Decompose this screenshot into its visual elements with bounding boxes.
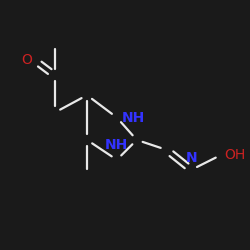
Text: OH: OH — [224, 148, 245, 162]
Text: NH: NH — [105, 138, 128, 152]
Text: O: O — [22, 53, 32, 67]
Text: N: N — [186, 151, 197, 165]
Text: NH: NH — [122, 110, 145, 124]
